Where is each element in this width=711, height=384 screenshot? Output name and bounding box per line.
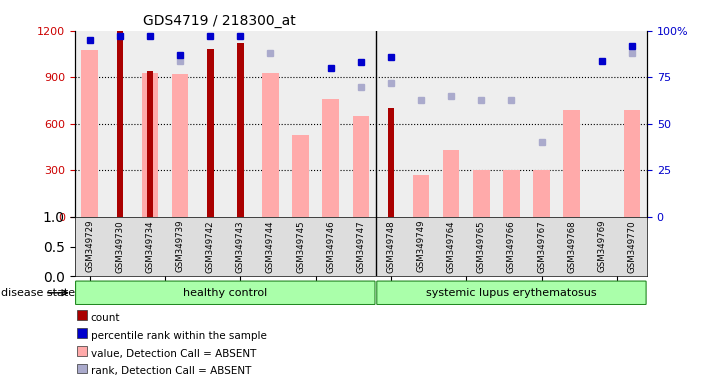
Bar — [473, 170, 490, 217]
Text: rank, Detection Call = ABSENT: rank, Detection Call = ABSENT — [91, 366, 251, 376]
FancyBboxPatch shape — [377, 281, 646, 305]
Bar — [443, 150, 459, 217]
Text: GSM349744: GSM349744 — [266, 220, 275, 273]
Bar — [387, 108, 395, 217]
Text: GSM349749: GSM349749 — [417, 220, 426, 272]
Text: GSM349747: GSM349747 — [356, 220, 365, 273]
Bar — [207, 49, 213, 217]
Bar — [77, 364, 87, 373]
Bar — [563, 110, 580, 217]
Text: count: count — [91, 313, 120, 323]
Bar — [262, 73, 279, 217]
Text: GSM349729: GSM349729 — [85, 220, 95, 272]
Text: GSM349770: GSM349770 — [627, 220, 636, 273]
Bar — [172, 74, 188, 217]
Text: GSM349769: GSM349769 — [597, 220, 606, 272]
Bar — [624, 110, 640, 217]
Bar — [413, 175, 429, 217]
Bar — [77, 346, 87, 356]
Text: GDS4719 / 218300_at: GDS4719 / 218300_at — [144, 14, 296, 28]
Bar — [503, 170, 520, 217]
Text: GSM349766: GSM349766 — [507, 220, 516, 273]
Text: GSM349734: GSM349734 — [146, 220, 154, 273]
Text: percentile rank within the sample: percentile rank within the sample — [91, 331, 267, 341]
Bar — [77, 310, 87, 320]
Text: GSM349745: GSM349745 — [296, 220, 305, 273]
Text: value, Detection Call = ABSENT: value, Detection Call = ABSENT — [91, 349, 256, 359]
FancyBboxPatch shape — [75, 281, 375, 305]
Bar — [82, 50, 98, 217]
Bar — [353, 116, 369, 217]
Text: GSM349767: GSM349767 — [537, 220, 546, 273]
Text: GSM349746: GSM349746 — [326, 220, 335, 273]
Text: GSM349765: GSM349765 — [477, 220, 486, 273]
Text: disease state: disease state — [1, 288, 75, 298]
Text: GSM349748: GSM349748 — [387, 220, 395, 273]
Bar — [146, 71, 154, 217]
Bar — [533, 170, 550, 217]
Bar — [141, 73, 159, 217]
Text: healthy control: healthy control — [183, 288, 267, 298]
Bar — [117, 31, 123, 217]
Text: GSM349739: GSM349739 — [176, 220, 185, 272]
Text: GSM349743: GSM349743 — [236, 220, 245, 273]
Bar — [292, 135, 309, 217]
Text: GSM349768: GSM349768 — [567, 220, 576, 273]
Text: systemic lupus erythematosus: systemic lupus erythematosus — [426, 288, 597, 298]
Text: GSM349764: GSM349764 — [447, 220, 456, 273]
Bar — [237, 43, 244, 217]
Text: GSM349730: GSM349730 — [115, 220, 124, 273]
Bar — [322, 99, 339, 217]
Text: GSM349742: GSM349742 — [205, 220, 215, 273]
Bar — [77, 328, 87, 338]
